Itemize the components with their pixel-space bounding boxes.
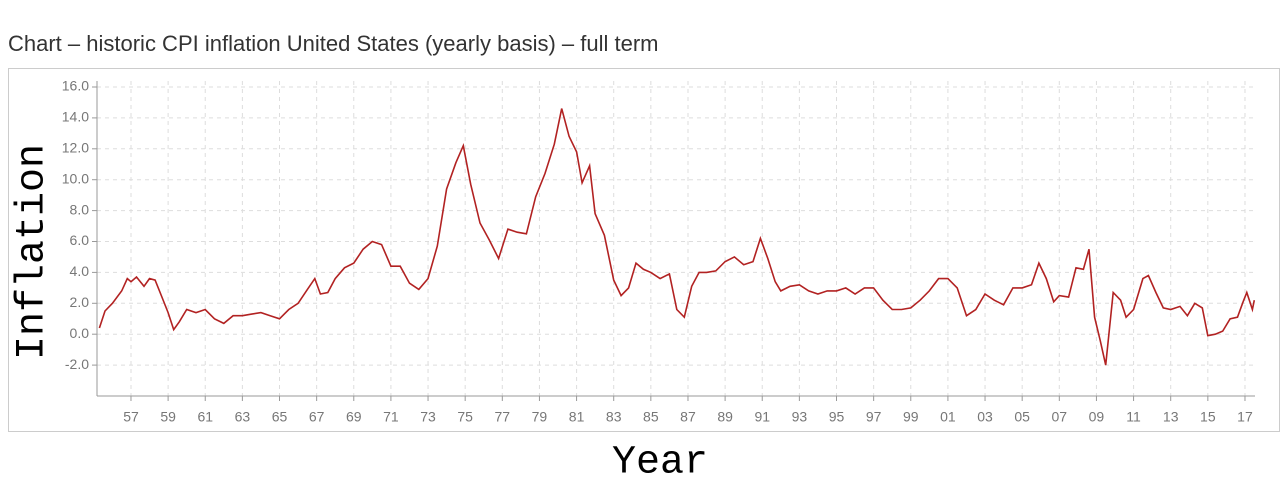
x-tick-label: 05: [1014, 409, 1030, 425]
x-tick-label: 83: [606, 409, 622, 425]
y-tick-label: 2.0: [70, 294, 90, 310]
x-tick-label: 71: [383, 409, 399, 425]
y-tick-label: 4.0: [70, 263, 90, 279]
x-tick-label: 65: [272, 409, 288, 425]
x-tick-label: 07: [1052, 409, 1068, 425]
x-tick-label: 95: [829, 409, 845, 425]
x-tick-label: 01: [940, 409, 956, 425]
x-tick-label: 77: [495, 409, 511, 425]
x-tick-label: 57: [123, 409, 139, 425]
y-tick-label: -2.0: [65, 356, 89, 372]
y-tick-label: 16.0: [62, 78, 89, 94]
x-tick-label: 99: [903, 409, 919, 425]
y-tick-label: 6.0: [70, 232, 90, 248]
x-tick-label: 79: [532, 409, 548, 425]
x-tick-label: 61: [197, 409, 213, 425]
x-tick-label: 75: [457, 409, 473, 425]
x-tick-label: 93: [792, 409, 808, 425]
x-tick-label: 03: [977, 409, 993, 425]
x-tick-label: 69: [346, 409, 362, 425]
y-axis-label: Inflation: [11, 144, 56, 360]
x-tick-label: 89: [717, 409, 733, 425]
inflation-line: [98, 108, 1256, 366]
x-tick-label: 81: [569, 409, 585, 425]
x-tick-label: 63: [235, 409, 251, 425]
y-tick-label: 12.0: [62, 140, 89, 156]
x-tick-label: 87: [680, 409, 696, 425]
y-tick-label: 14.0: [62, 109, 89, 125]
x-tick-label: 11: [1126, 409, 1141, 425]
chart-title: Chart – historic CPI inflation United St…: [8, 31, 658, 56]
x-tick-label: 91: [754, 409, 770, 425]
y-tick-label: 10.0: [62, 170, 89, 186]
y-tick-label: 0.0: [70, 325, 90, 341]
y-tick-label: 8.0: [70, 201, 90, 217]
x-tick-label: 97: [866, 409, 882, 425]
x-tick-label: 85: [643, 409, 659, 425]
x-tick-label: 73: [420, 409, 436, 425]
x-tick-label: 67: [309, 409, 325, 425]
chart-frame: [8, 68, 1280, 432]
x-tick-label: 17: [1237, 409, 1253, 425]
x-axis-label: Year: [612, 441, 708, 482]
x-tick-label: 15: [1200, 409, 1216, 425]
x-tick-label: 59: [160, 409, 176, 425]
x-tick-label: 09: [1089, 409, 1105, 425]
x-tick-label: 13: [1163, 409, 1179, 425]
